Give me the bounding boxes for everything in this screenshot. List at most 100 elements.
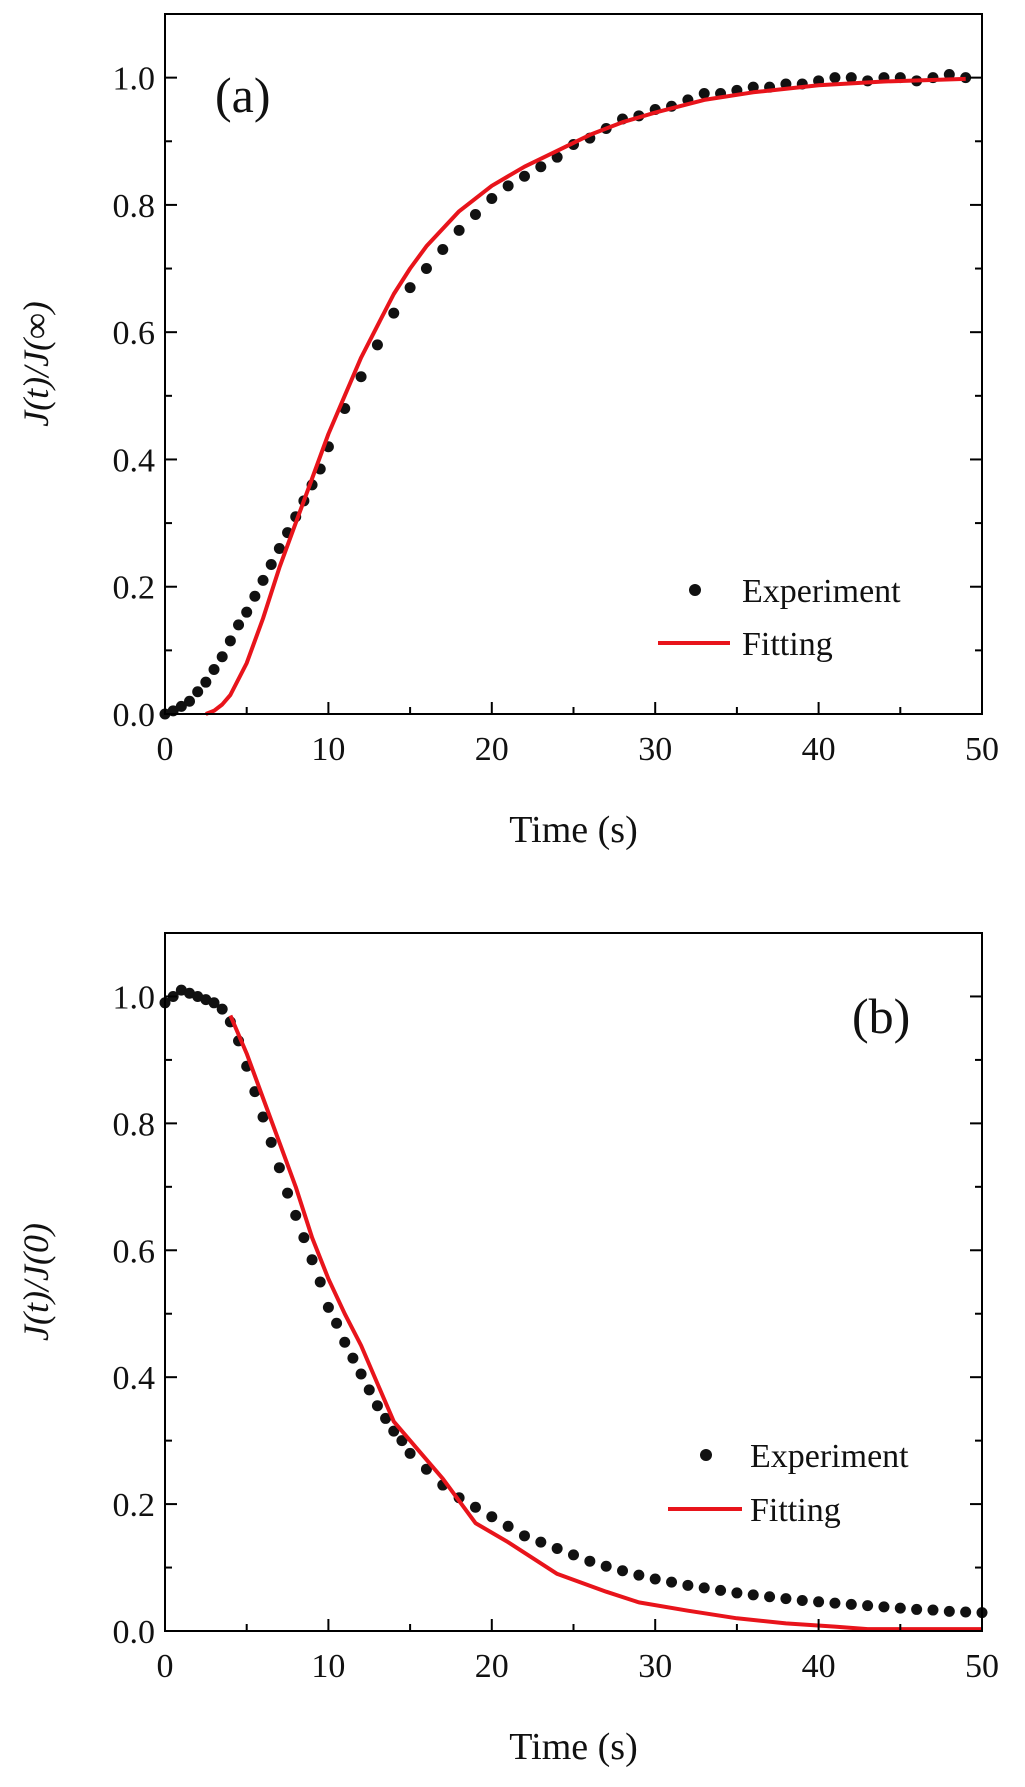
experiment-point: [829, 1597, 841, 1609]
experiment-point: [371, 1400, 383, 1412]
experiment-point: [265, 558, 277, 570]
experiment-point: [617, 1565, 629, 1577]
x-axis-title: Time (s): [509, 1726, 637, 1768]
legend: Experiment Fitting: [668, 1438, 909, 1529]
fitting-line: [205, 76, 966, 716]
fitting-line: [228, 1014, 982, 1632]
experiment-point: [216, 1003, 228, 1015]
experiment-point: [224, 635, 236, 647]
experiment-point: [396, 1435, 408, 1447]
y-tick-label: 0.6: [113, 1233, 156, 1270]
experiment-point: [469, 1501, 481, 1513]
experiment-point: [290, 1209, 302, 1221]
legend-marker-experiment: [700, 1449, 712, 1461]
experiment-point: [502, 180, 514, 192]
experiment-point: [518, 1530, 530, 1542]
experiment-point: [208, 997, 220, 1009]
experiment-point: [747, 81, 759, 93]
experiment-point: [420, 1463, 432, 1475]
panel-label: (a): [215, 67, 271, 123]
experiment-point: [845, 1598, 857, 1610]
experiment-point: [698, 1582, 710, 1594]
y-tick-label: 0.4: [113, 442, 156, 479]
y-tick-label: 0.4: [113, 1360, 156, 1397]
y-tick-label: 0.8: [113, 1106, 156, 1143]
axis-ticks: 0 10 20 30 40 50 0.0 0.2 0.4 0.6 0.8 1.0: [113, 932, 999, 1685]
x-tick-label: 40: [802, 731, 836, 768]
panel-a: 0 10 20 30 40 50 0.0 0.2 0.4 0.6 0.8 1.0 (a) Time (…: [16, 13, 999, 851]
legend: Experiment Fitting: [658, 573, 901, 663]
experiment-point: [780, 1593, 792, 1605]
y-tick-label: 1.0: [113, 61, 156, 98]
y-tick-label: 0.0: [113, 697, 156, 734]
experiment-point: [911, 1603, 923, 1615]
experiment-point: [298, 1232, 310, 1244]
experiment-point: [200, 676, 212, 688]
experiment-point: [175, 700, 187, 712]
x-tick-label: 0: [157, 731, 174, 768]
experiment-point: [380, 1412, 392, 1424]
y-tick-label: 0.2: [113, 1487, 156, 1524]
experiment-point: [339, 1336, 351, 1348]
experiment-point: [568, 1549, 579, 1561]
experiment-point: [469, 208, 481, 220]
experiment-point: [698, 88, 710, 100]
experiment-point: [633, 1569, 645, 1581]
experiment-point: [535, 1536, 547, 1548]
experiment-point: [355, 1368, 367, 1380]
experiment-point: [600, 1560, 612, 1572]
x-tick-label: 50: [965, 1648, 999, 1685]
experiment-point: [363, 1384, 375, 1396]
experiment-point: [420, 263, 432, 275]
axis-ticks: 0 10 20 30 40 50 0.0 0.2 0.4 0.6 0.8 1.0: [113, 13, 999, 768]
y-tick-label: 0.8: [113, 188, 156, 225]
experiment-point: [796, 1595, 808, 1607]
experiment-point: [282, 1187, 294, 1199]
experiment-point: [265, 1136, 277, 1148]
x-tick-label: 50: [965, 731, 999, 768]
experiment-point: [551, 1543, 563, 1555]
experiment-point: [216, 651, 228, 663]
experiment-point: [649, 1573, 661, 1585]
experiment-point: [666, 1576, 678, 1588]
experiment-point: [829, 72, 841, 84]
experiment-point: [257, 574, 269, 586]
experiment-point: [551, 151, 563, 163]
experiment-point: [878, 1601, 890, 1613]
experiment-point: [764, 1591, 776, 1603]
experiment-point: [184, 695, 196, 707]
y-tick-label: 0.0: [113, 1614, 156, 1651]
experiment-point: [453, 224, 465, 236]
experiment-point: [486, 193, 498, 205]
x-tick-label: 20: [475, 1648, 509, 1685]
experiment-point: [404, 1447, 416, 1459]
plot-marks: [159, 68, 972, 720]
experiment-point: [273, 1162, 285, 1174]
experiment-point: [273, 543, 285, 555]
experiment-point: [257, 1111, 269, 1123]
experiment-point: [371, 339, 383, 351]
experiment-point: [331, 1317, 343, 1329]
experiment-point: [249, 590, 261, 602]
experiment-point: [731, 1587, 743, 1599]
y-tick-label: 0.2: [113, 570, 156, 607]
panel-b: 0 10 20 30 40 50 0.0 0.2 0.4 0.6 0.8 1.0 (b) Time (…: [16, 932, 999, 1768]
x-tick-label: 0: [157, 1648, 174, 1685]
experiment-point: [192, 686, 204, 698]
x-tick-label: 30: [638, 731, 672, 768]
experiment-point: [960, 1606, 972, 1618]
legend-label-experiment: Experiment: [742, 573, 901, 610]
x-axis-title: Time (s): [509, 809, 637, 851]
experiment-point: [314, 1276, 326, 1288]
experiment-point: [241, 606, 253, 618]
experiment-point: [715, 1584, 727, 1596]
experiment-point: [862, 1600, 874, 1612]
y-tick-label: 0.6: [113, 315, 156, 352]
y-axis-title: J(t)/J(0): [16, 1223, 56, 1341]
x-tick-label: 40: [802, 1648, 836, 1685]
experiment-point: [813, 1596, 825, 1608]
experiment-point: [404, 282, 416, 294]
y-tick-label: 1.0: [113, 979, 156, 1016]
legend-label-fitting: Fitting: [742, 626, 833, 663]
